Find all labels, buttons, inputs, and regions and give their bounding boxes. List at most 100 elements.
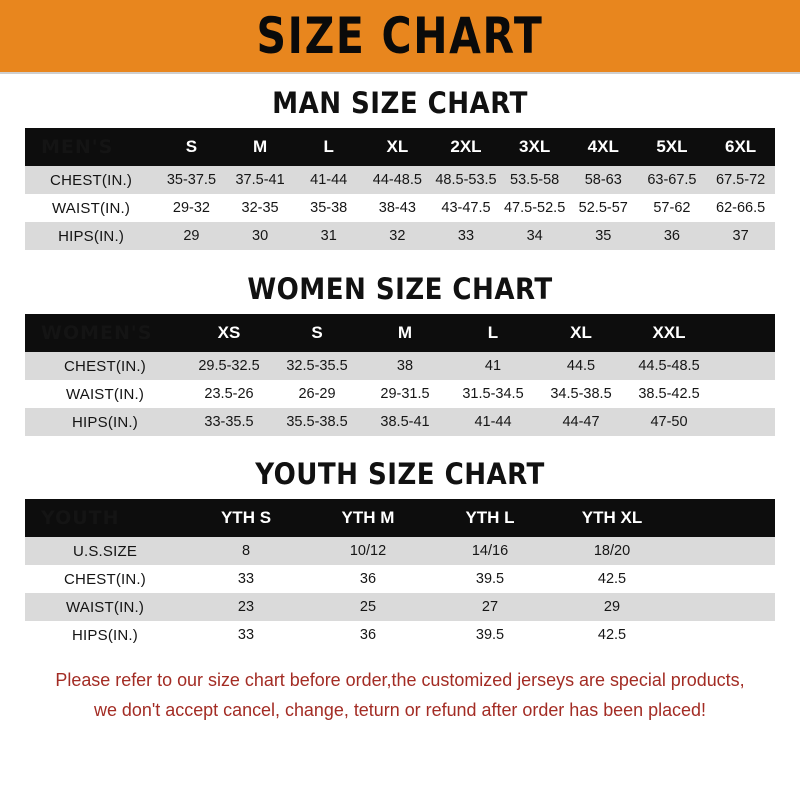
men-table-row: HIPS(IN.) 29 30 31 32 33 34 35 36 37: [25, 222, 775, 250]
women-cell-0-2: 38: [361, 352, 449, 380]
men-cell-2-1: 30: [225, 222, 295, 250]
men-cell-2-0: 29: [157, 222, 226, 250]
men-cell-2-2: 31: [294, 222, 364, 250]
youth-cell-pad: [673, 565, 775, 593]
men-cell-0-7: 63-67.5: [637, 166, 707, 194]
women-size-header-4: XL: [537, 314, 625, 352]
youth-table-row: WAIST(IN.) 23 25 27 29: [25, 593, 775, 621]
women-size-table-wrap: WOMEN'S XS S M L XL XXL CHEST(IN.) 29.5-32.5 32.5…: [25, 314, 775, 436]
women-size-header-3: L: [449, 314, 537, 352]
youth-table-row: HIPS(IN.) 33 36 39.5 42.5: [25, 621, 775, 649]
youth-size-header-3: YTH XL: [551, 499, 673, 537]
men-header-label: MEN'S: [25, 128, 158, 166]
men-cell-1-8: 62-66.5: [706, 194, 775, 222]
men-table-row: WAIST(IN.) 29-32 32-35 35-38 38-43 43-47.5 47.…: [25, 194, 775, 222]
men-cell-1-0: 29-32: [157, 194, 226, 222]
men-row-label-1: WAIST(IN.): [25, 194, 158, 222]
youth-cell-0-0: 8: [185, 537, 307, 565]
men-header-row: MEN'S S M L XL 2XL 3XL 4XL 5XL 6XL: [25, 128, 775, 166]
women-table-row: CHEST(IN.) 29.5-32.5 32.5-35.5 38 41 44.5 44.5…: [25, 352, 775, 380]
men-cell-0-2: 41-44: [294, 166, 364, 194]
youth-row-label-2: WAIST(IN.): [25, 593, 185, 621]
men-cell-0-1: 37.5-41: [225, 166, 295, 194]
women-table-row: HIPS(IN.) 33-35.5 35.5-38.5 38.5-41 41-44 44-…: [25, 408, 775, 436]
men-size-header-3: XL: [363, 128, 432, 166]
youth-row-label-1: CHEST(IN.): [25, 565, 185, 593]
men-cell-0-8: 67.5-72: [706, 166, 775, 194]
men-size-header-6: 4XL: [568, 128, 638, 166]
men-row-label-2: HIPS(IN.): [25, 222, 158, 250]
note-line-1: Please refer to our size chart before or…: [55, 669, 745, 690]
men-size-header-8: 6XL: [706, 128, 775, 166]
men-cell-0-0: 35-37.5: [157, 166, 226, 194]
men-size-table: MEN'S S M L XL 2XL 3XL 4XL 5XL 6XL CHEST(IN.) 35-37…: [25, 128, 775, 250]
men-cell-2-5: 34: [500, 222, 569, 250]
women-cell-2-2: 38.5-41: [361, 408, 449, 436]
women-cell-pad: [713, 380, 775, 408]
women-header-pad: [713, 314, 775, 352]
women-table-row: WAIST(IN.) 23.5-26 26-29 29-31.5 31.5-34.5 34…: [25, 380, 775, 408]
women-size-table: WOMEN'S XS S M L XL XXL CHEST(IN.) 29.5-32.5 32.5…: [25, 314, 775, 436]
men-cell-2-7: 36: [637, 222, 707, 250]
youth-size-header-1: YTH M: [307, 499, 429, 537]
women-size-header-5: XXL: [625, 314, 713, 352]
men-cell-2-8: 37: [706, 222, 775, 250]
men-cell-2-6: 35: [568, 222, 638, 250]
men-size-header-0: S: [157, 128, 226, 166]
women-cell-0-3: 41: [449, 352, 537, 380]
men-cell-1-4: 43-47.5: [431, 194, 501, 222]
men-cell-0-4: 48.5-53.5: [431, 166, 501, 194]
youth-table-row: CHEST(IN.) 33 36 39.5 42.5: [25, 565, 775, 593]
women-cell-1-1: 26-29: [273, 380, 361, 408]
men-table-row: CHEST(IN.) 35-37.5 37.5-41 41-44 44-48.5 48.5…: [25, 166, 775, 194]
men-size-header-1: M: [225, 128, 295, 166]
section-title-youth: YOUTH SIZE CHART: [255, 457, 545, 491]
youth-header-pad: [673, 499, 775, 537]
youth-cell-1-2: 39.5: [429, 565, 551, 593]
youth-cell-1-3: 42.5: [551, 565, 673, 593]
men-cell-1-7: 57-62: [637, 194, 707, 222]
men-row-label-0: CHEST(IN.): [25, 166, 158, 194]
women-size-header-0: XS: [185, 314, 273, 352]
women-cell-0-4: 44.5: [537, 352, 625, 380]
youth-cell-3-2: 39.5: [429, 621, 551, 649]
women-cell-1-2: 29-31.5: [361, 380, 449, 408]
women-cell-2-0: 33-35.5: [185, 408, 273, 436]
youth-size-header-2: YTH L: [429, 499, 551, 537]
women-cell-pad: [713, 408, 775, 436]
women-cell-2-1: 35.5-38.5: [273, 408, 361, 436]
women-size-header-2: M: [361, 314, 449, 352]
men-cell-1-5: 47.5-52.5: [500, 194, 569, 222]
women-cell-1-0: 23.5-26: [185, 380, 273, 408]
women-cell-0-0: 29.5-32.5: [185, 352, 273, 380]
women-cell-0-5: 44.5-48.5: [625, 352, 713, 380]
youth-row-label-3: HIPS(IN.): [25, 621, 185, 649]
women-header-label: WOMEN'S: [25, 314, 185, 352]
youth-size-table-wrap: YOUTH YTH S YTH M YTH L YTH XL U.S.SIZE 8 10/12…: [25, 499, 775, 649]
note-line-2: we don't accept cancel, change, teturn o…: [94, 699, 706, 720]
youth-cell-0-2: 14/16: [429, 537, 551, 565]
youth-cell-2-2: 27: [429, 593, 551, 621]
order-policy-note: Please refer to our size chart before or…: [33, 665, 766, 725]
men-cell-2-4: 33: [431, 222, 501, 250]
women-cell-pad: [713, 352, 775, 380]
youth-cell-3-0: 33: [185, 621, 307, 649]
men-cell-1-1: 32-35: [225, 194, 295, 222]
men-size-header-2: L: [294, 128, 364, 166]
men-cell-1-2: 35-38: [294, 194, 364, 222]
youth-header-row: YOUTH YTH S YTH M YTH L YTH XL: [25, 499, 775, 537]
youth-row-label-0: U.S.SIZE: [25, 537, 185, 565]
youth-size-header-0: YTH S: [185, 499, 307, 537]
men-cell-0-6: 58-63: [568, 166, 638, 194]
youth-cell-2-0: 23: [185, 593, 307, 621]
women-cell-1-4: 34.5-38.5: [537, 380, 625, 408]
women-row-label-0: CHEST(IN.): [25, 352, 185, 380]
women-size-header-1: S: [273, 314, 361, 352]
men-size-table-wrap: MEN'S S M L XL 2XL 3XL 4XL 5XL 6XL CHEST(IN.) 35-37…: [25, 128, 775, 250]
youth-cell-0-3: 18/20: [551, 537, 673, 565]
women-row-label-2: HIPS(IN.): [25, 408, 185, 436]
youth-cell-2-3: 29: [551, 593, 673, 621]
women-header-row: WOMEN'S XS S M L XL XXL: [25, 314, 775, 352]
section-title-man: MAN SIZE CHART: [272, 86, 528, 120]
